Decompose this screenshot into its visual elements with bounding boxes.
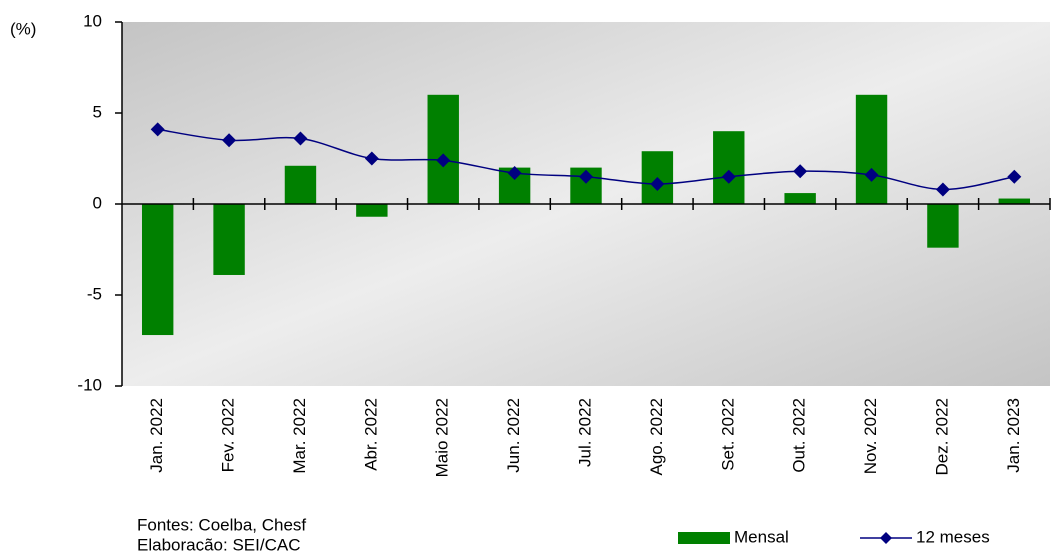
x-tick-label: Set. 2022 [718,398,737,471]
x-tick-label: Jun. 2022 [504,398,523,473]
bar [713,131,745,204]
x-tick-label: Jan. 2022 [147,398,166,473]
marker [1007,169,1022,184]
y-tick-label: 5 [93,102,102,121]
y-tick-label: -10 [77,375,102,394]
legend-swatch [678,532,730,544]
marker [364,151,379,166]
x-tick-label: Dez. 2022 [932,398,951,476]
marker [150,122,165,137]
legend-marker [880,532,892,544]
marker [222,133,237,148]
x-tick-label: Mar. 2022 [290,398,309,474]
x-tick-label: Nov. 2022 [861,398,880,474]
marker [579,169,593,184]
marker [293,131,308,146]
x-tick-label: Ago. 2022 [647,398,666,476]
bar [427,94,459,204]
bar [284,165,317,204]
marker [436,153,451,168]
marker [935,182,950,197]
bar [784,193,816,204]
x-tick-label: Out. 2022 [790,398,809,473]
x-tick-label: Jul. 2022 [575,398,594,467]
bar [998,198,1031,204]
x-tick-label: Maio 2022 [433,398,452,477]
x-tick-label: Fev. 2022 [219,398,238,472]
marker [864,167,879,182]
x-tick-label: Abr. 2022 [361,398,380,471]
legend-label: 12 meses [916,527,990,546]
note: Elaboração: SEI/CAC [137,535,300,551]
y-axis-label: (%) [10,19,36,38]
bar [213,204,245,275]
marker [793,164,808,179]
marker [721,169,736,184]
y-tick-label: 10 [83,11,102,30]
x-tick-label: Jan. 2023 [1004,398,1023,473]
y-tick-label: -5 [87,284,102,303]
y-tick-label: 0 [93,193,102,212]
bar [855,94,888,204]
note: Fontes: Coelba, Chesf [137,515,306,534]
bar [356,204,388,217]
marker [507,166,522,181]
bar [141,204,174,336]
bar [927,204,959,248]
legend-label: Mensal [734,527,789,546]
marker [650,176,665,191]
